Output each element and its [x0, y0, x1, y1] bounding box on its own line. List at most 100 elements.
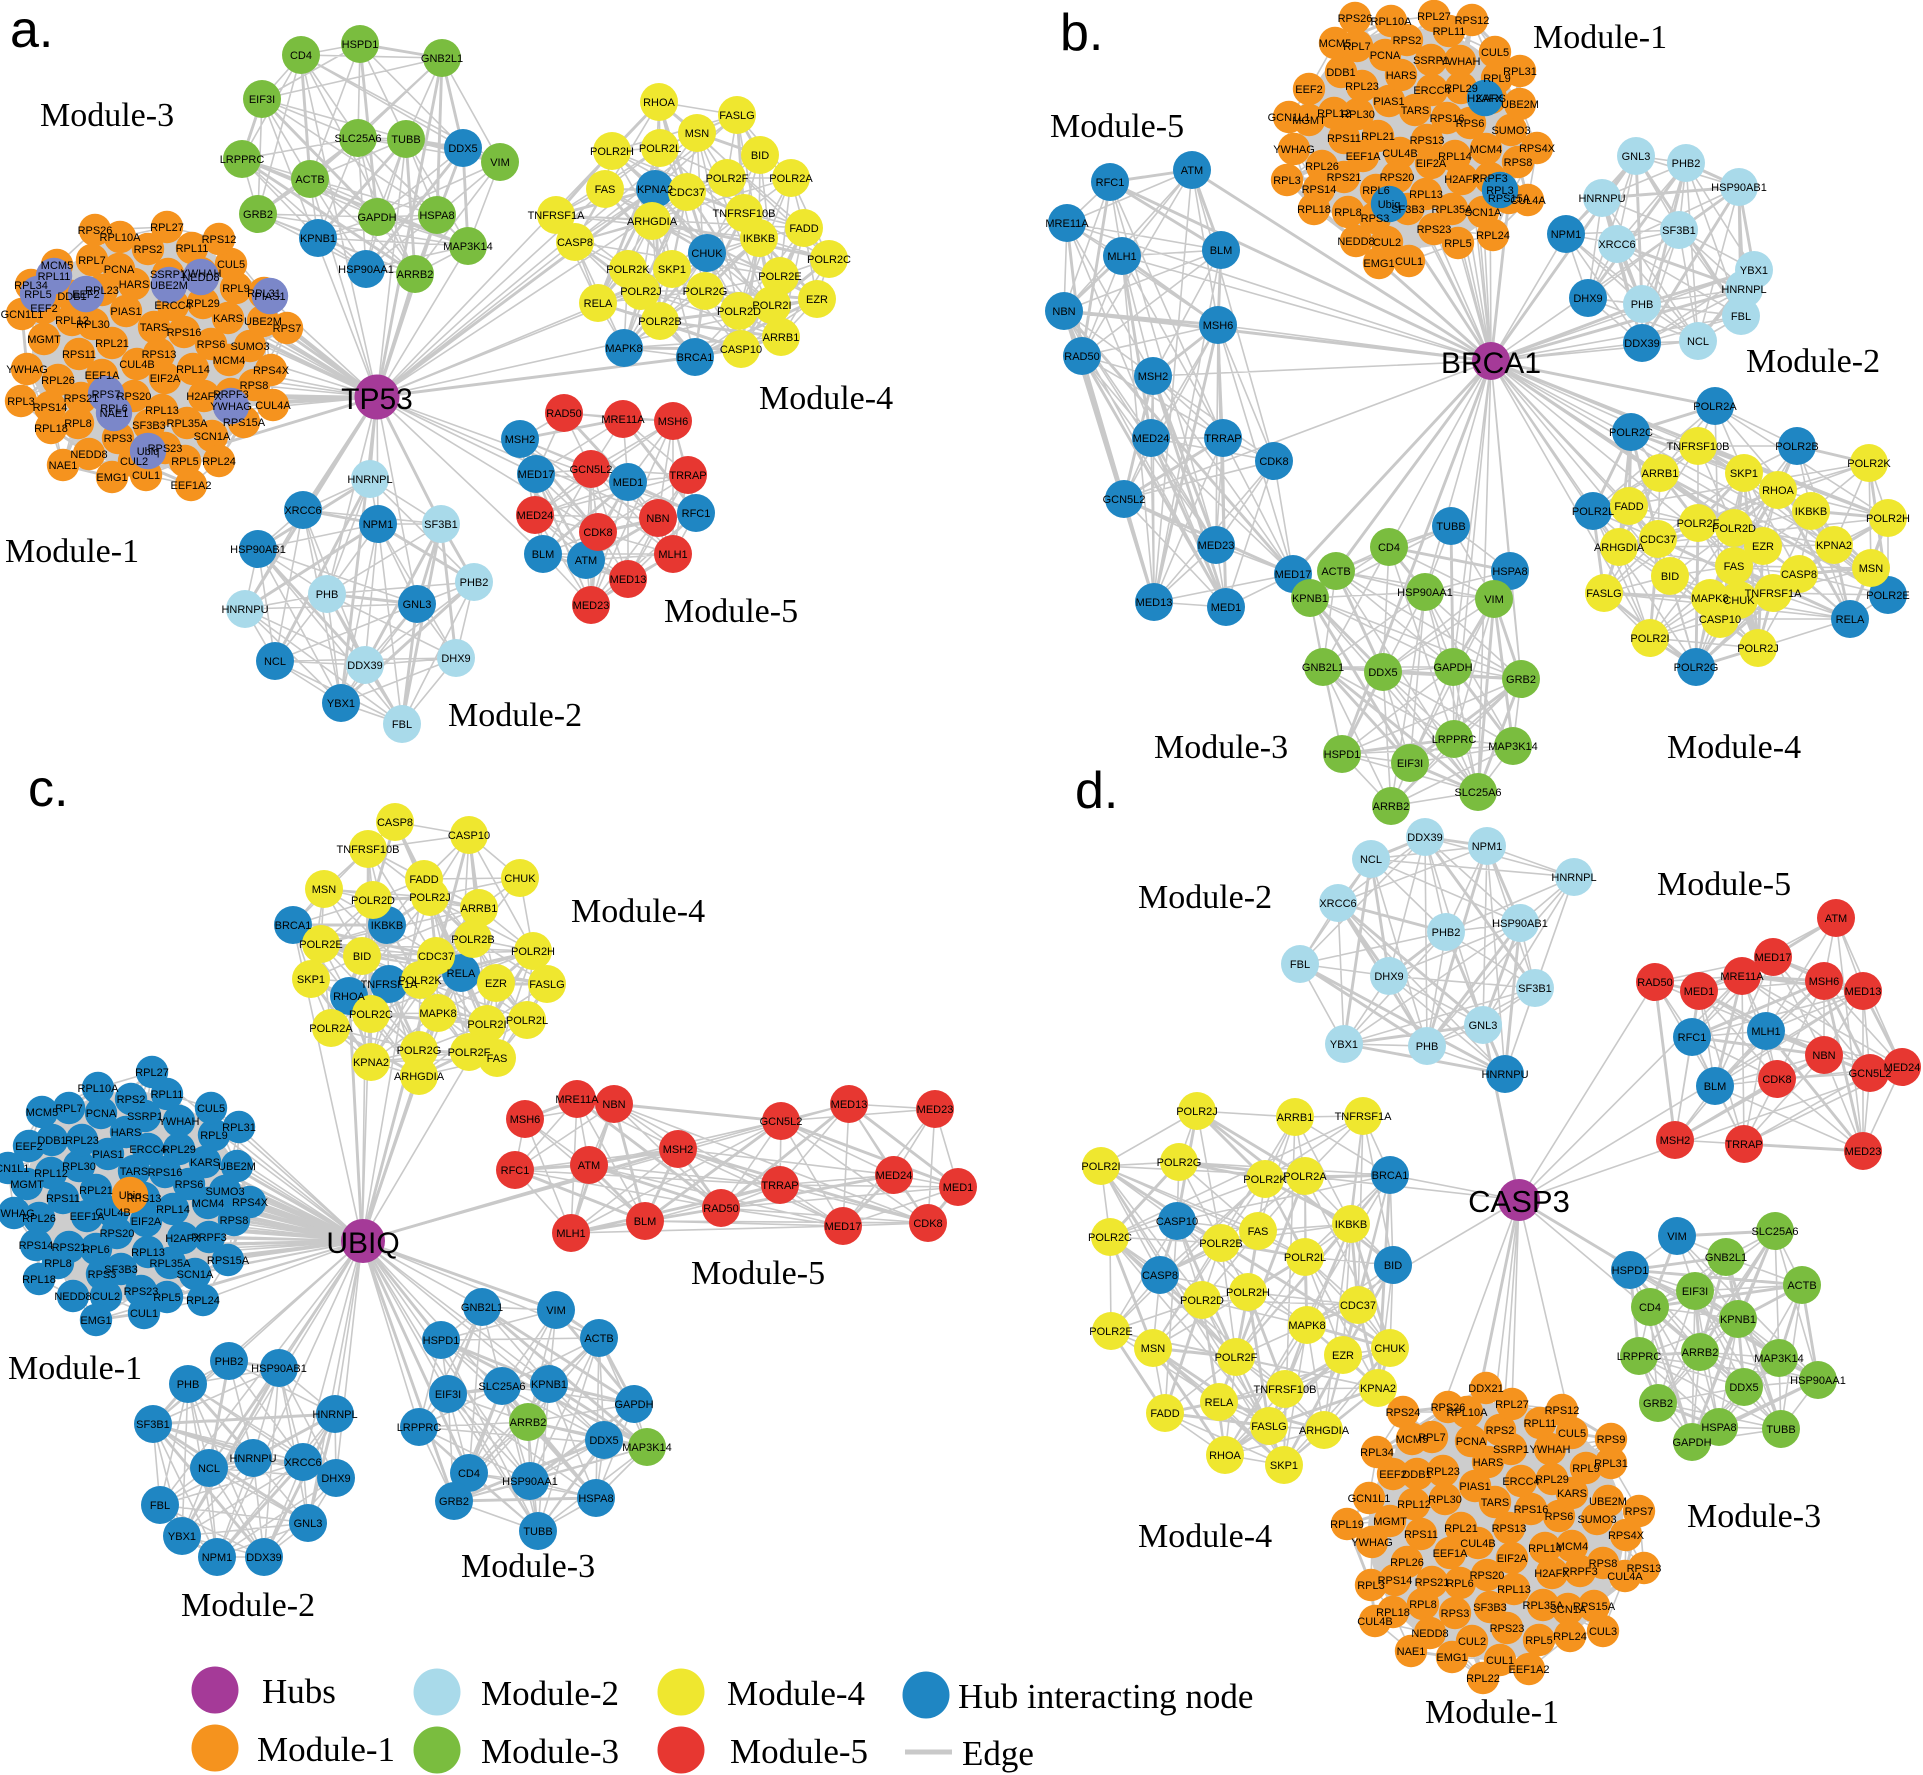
svg-text:MLH1: MLH1 — [1107, 251, 1136, 263]
svg-text:UBE2M: UBE2M — [244, 316, 282, 328]
svg-text:CHUK: CHUK — [504, 873, 536, 885]
svg-text:RPS8: RPS8 — [240, 380, 269, 392]
svg-text:EIF3I: EIF3I — [1397, 758, 1423, 770]
svg-text:POLR2E: POLR2E — [1866, 590, 1909, 602]
svg-text:EEF2: EEF2 — [1379, 1469, 1407, 1481]
svg-text:SF3B3: SF3B3 — [1391, 204, 1425, 216]
svg-text:RPL34: RPL34 — [1360, 1447, 1394, 1459]
svg-text:EZR: EZR — [1332, 1350, 1354, 1362]
svg-text:CASP10: CASP10 — [448, 830, 490, 842]
svg-text:IKBKB: IKBKB — [1795, 506, 1827, 518]
svg-text:POLR2F: POLR2F — [706, 173, 749, 185]
svg-text:SUMO3: SUMO3 — [1577, 1514, 1616, 1526]
svg-text:GCN5L2: GCN5L2 — [1103, 494, 1146, 506]
svg-text:YWHAH: YWHAH — [159, 1116, 200, 1128]
svg-text:HSP90AA1: HSP90AA1 — [502, 1476, 558, 1488]
svg-text:RPS14: RPS14 — [19, 1240, 54, 1252]
svg-text:GCN1L1: GCN1L1 — [0, 1163, 29, 1175]
svg-text:VIM: VIM — [1484, 594, 1504, 606]
svg-text:NBN: NBN — [602, 1099, 625, 1111]
svg-text:EMG1: EMG1 — [80, 1315, 111, 1327]
svg-text:RPL27: RPL27 — [135, 1067, 169, 1079]
svg-text:MED23: MED23 — [1198, 540, 1235, 552]
svg-text:KPNA2: KPNA2 — [353, 1057, 389, 1069]
svg-text:TNFRSF1A: TNFRSF1A — [528, 210, 586, 222]
svg-text:ERCC4: ERCC4 — [129, 1144, 166, 1156]
svg-text:CUL5: CUL5 — [1558, 1428, 1586, 1440]
svg-text:CASP8: CASP8 — [1142, 1270, 1178, 1282]
svg-text:FADD: FADD — [1150, 1408, 1179, 1420]
svg-text:RPL21: RPL21 — [1361, 131, 1395, 143]
svg-text:HNRNPU: HNRNPU — [1578, 193, 1625, 205]
svg-text:RPL14: RPL14 — [176, 364, 210, 376]
svg-text:MCM4: MCM4 — [213, 355, 245, 367]
svg-text:POLR2L: POLR2L — [1284, 1252, 1326, 1264]
svg-text:EZR: EZR — [806, 294, 828, 306]
svg-text:CUL2: CUL2 — [1458, 1636, 1486, 1648]
svg-text:EEF1A: EEF1A — [85, 370, 121, 382]
svg-text:CD4: CD4 — [1639, 1302, 1661, 1314]
svg-text:ARRB1: ARRB1 — [763, 332, 800, 344]
svg-text:BRCA1: BRCA1 — [677, 352, 714, 364]
svg-text:YBX1: YBX1 — [168, 1531, 196, 1543]
svg-text:MED24: MED24 — [1133, 433, 1170, 445]
svg-text:RPS26: RPS26 — [1338, 13, 1373, 25]
svg-text:RPS16: RPS16 — [1430, 113, 1465, 125]
svg-text:FAS: FAS — [1724, 561, 1745, 573]
svg-text:MAP3K14: MAP3K14 — [1488, 741, 1538, 753]
svg-text:RPS16: RPS16 — [1514, 1504, 1549, 1516]
svg-text:GCN1L1: GCN1L1 — [1348, 1493, 1391, 1505]
svg-text:RPL9: RPL9 — [222, 283, 250, 295]
svg-text:KPNB1: KPNB1 — [300, 233, 336, 245]
svg-text:YBX1: YBX1 — [1740, 265, 1768, 277]
svg-text:MCM5: MCM5 — [1319, 38, 1351, 50]
svg-text:RPL24: RPL24 — [202, 456, 236, 468]
svg-text:RELA: RELA — [1836, 614, 1865, 626]
svg-text:Hubs: Hubs — [262, 1672, 336, 1711]
svg-text:MAP3K14: MAP3K14 — [443, 241, 493, 253]
svg-text:HARS: HARS — [1473, 1457, 1504, 1469]
svg-text:RPS20: RPS20 — [117, 391, 152, 403]
svg-text:TRRAP: TRRAP — [761, 1180, 798, 1192]
svg-text:H2AFX: H2AFX — [165, 1233, 201, 1245]
svg-text:DDX39: DDX39 — [347, 660, 382, 672]
svg-text:RPL13: RPL13 — [1409, 189, 1443, 201]
svg-text:GNL3: GNL3 — [1622, 151, 1651, 163]
svg-text:CASP10: CASP10 — [1156, 1216, 1198, 1228]
svg-text:RPS6: RPS6 — [1545, 1511, 1574, 1523]
svg-text:BID: BID — [1384, 1260, 1402, 1272]
svg-text:POLR2D: POLR2D — [1712, 523, 1756, 535]
svg-text:HSPA8: HSPA8 — [578, 1493, 613, 1505]
svg-text:UBE2M: UBE2M — [150, 280, 188, 292]
svg-text:GNL3: GNL3 — [294, 1518, 323, 1530]
svg-text:MCM5: MCM5 — [1396, 1434, 1428, 1446]
svg-text:SKP1: SKP1 — [658, 264, 686, 276]
svg-text:RPL26: RPL26 — [41, 375, 75, 387]
svg-text:RPS8: RPS8 — [1589, 1558, 1618, 1570]
svg-text:CUL4B: CUL4B — [1382, 148, 1417, 160]
svg-text:SLC25A6: SLC25A6 — [334, 133, 381, 145]
svg-text:CD4: CD4 — [290, 50, 312, 62]
svg-text:LRPPRC: LRPPRC — [1432, 734, 1477, 746]
svg-text:ARHGDIA: ARHGDIA — [1594, 542, 1645, 554]
svg-text:POLR2F: POLR2F — [1677, 518, 1720, 530]
svg-text:RPS2: RPS2 — [1393, 35, 1422, 47]
svg-text:POLR2B: POLR2B — [1199, 1238, 1242, 1250]
svg-text:RPL30: RPL30 — [1428, 1494, 1462, 1506]
svg-text:Module-5: Module-5 — [1050, 108, 1184, 145]
svg-text:MED23: MED23 — [573, 600, 610, 612]
svg-text:RPS21: RPS21 — [52, 1242, 87, 1254]
svg-text:VIM: VIM — [490, 157, 510, 169]
svg-text:PHB: PHB — [316, 589, 339, 601]
svg-text:d.: d. — [1075, 762, 1118, 820]
svg-text:VIM: VIM — [546, 1305, 566, 1317]
svg-text:RPL23: RPL23 — [65, 1135, 99, 1147]
svg-text:MED24: MED24 — [517, 510, 554, 522]
svg-text:RPL18: RPL18 — [34, 423, 68, 435]
svg-text:HSP90AB1: HSP90AB1 — [230, 544, 286, 556]
svg-text:XRCC6: XRCC6 — [284, 1457, 321, 1469]
svg-text:Module-4: Module-4 — [759, 380, 893, 417]
svg-text:RPL12: RPL12 — [1317, 108, 1351, 120]
svg-text:RPL18: RPL18 — [1376, 1607, 1410, 1619]
svg-text:MGMT: MGMT — [27, 334, 61, 346]
